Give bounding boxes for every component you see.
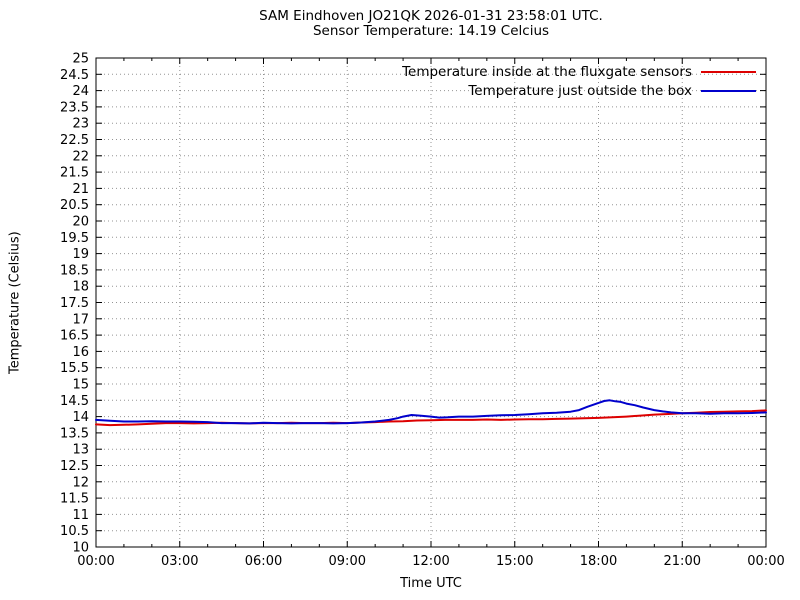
chart-title-line1: SAM Eindhoven JO21QK 2026-01-31 23:58:01… bbox=[259, 8, 603, 24]
legend-item-inside: Temperature inside at the fluxgate senso… bbox=[402, 62, 756, 81]
chart-title: SAM Eindhoven JO21QK 2026-01-31 23:58:01… bbox=[96, 9, 766, 39]
x-tick-label: 21:00 bbox=[664, 554, 701, 569]
legend-label-outside: Temperature just outside the box bbox=[468, 82, 692, 99]
y-tick-label: 14 bbox=[72, 410, 89, 425]
y-tick-label: 20 bbox=[72, 215, 89, 230]
y-tick-label: 16 bbox=[72, 345, 89, 360]
legend-label-inside: Temperature inside at the fluxgate senso… bbox=[402, 63, 692, 80]
y-tick-label: 21.5 bbox=[60, 166, 89, 181]
x-tick-label: 03:00 bbox=[161, 554, 198, 569]
y-tick-label: 23.5 bbox=[60, 100, 89, 115]
legend-swatch-outside-line bbox=[701, 89, 756, 92]
series-line-outside bbox=[95, 399, 767, 425]
y-axis-title: Temperature (Celsius) bbox=[7, 231, 23, 374]
y-tick-label: 18.5 bbox=[60, 263, 89, 278]
y-tick-label: 11.5 bbox=[60, 492, 89, 507]
y-tick-label: 10.5 bbox=[60, 524, 89, 539]
y-tick-label: 17 bbox=[72, 312, 89, 327]
y-tick-label: 18 bbox=[72, 280, 89, 295]
y-tick-label: 25 bbox=[72, 52, 89, 67]
y-tick-label: 14.5 bbox=[60, 394, 89, 409]
y-tick-label: 13.5 bbox=[60, 426, 89, 441]
x-tick-label: 18:00 bbox=[580, 554, 617, 569]
legend-swatch-inside-line bbox=[701, 70, 756, 73]
y-tick-label: 13 bbox=[72, 443, 89, 458]
y-tick-label: 12.5 bbox=[60, 459, 89, 474]
y-tick-label: 10 bbox=[72, 541, 89, 556]
plot-border bbox=[95, 57, 767, 548]
y-tick-label: 19.5 bbox=[60, 231, 89, 246]
y-tick-label: 19 bbox=[72, 247, 89, 262]
chart-title-line2: Sensor Temperature: 14.19 Celcius bbox=[312, 23, 550, 39]
x-axis-title: Time UTC bbox=[400, 576, 462, 591]
y-tick-label: 11 bbox=[72, 508, 89, 523]
legend: Temperature inside at the fluxgate senso… bbox=[402, 62, 756, 100]
y-tick-label: 24.5 bbox=[60, 68, 89, 83]
y-tick-label: 22 bbox=[72, 149, 89, 164]
x-tick-label: 12:00 bbox=[412, 554, 449, 569]
y-tick-label: 20.5 bbox=[60, 198, 89, 213]
x-tick-label: 09:00 bbox=[329, 554, 366, 569]
y-tick-label: 16.5 bbox=[60, 329, 89, 344]
y-tick-label: 22.5 bbox=[60, 133, 89, 148]
y-tick-label: 17.5 bbox=[60, 296, 89, 311]
y-tick-label: 15 bbox=[72, 378, 89, 393]
x-tick-label: 15:00 bbox=[496, 554, 533, 569]
x-tick-label: 00:00 bbox=[747, 554, 784, 569]
y-tick-label: 15.5 bbox=[60, 361, 89, 376]
legend-item-outside: Temperature just outside the box bbox=[402, 81, 756, 100]
x-tick-label: 00:00 bbox=[77, 554, 114, 569]
x-tick-label: 06:00 bbox=[245, 554, 282, 569]
y-tick-label: 23 bbox=[72, 117, 89, 132]
y-tick-label: 21 bbox=[72, 182, 89, 197]
y-tick-label: 12 bbox=[72, 475, 89, 490]
y-tick-label: 24 bbox=[72, 84, 89, 99]
